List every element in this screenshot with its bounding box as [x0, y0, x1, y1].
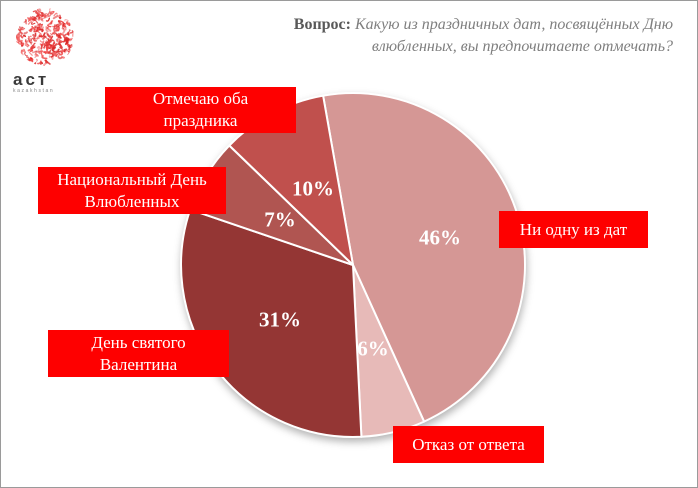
label-box-refused: Отказ от ответа: [393, 426, 544, 463]
pie-percent-label: 6%: [357, 337, 389, 362]
label-box-none-of-dates: Ни одну из дат: [499, 211, 648, 248]
label-box-national-day: Национальный День Влюбленных: [38, 167, 226, 214]
label-box-st-valentine: День святого Валентина: [48, 330, 229, 377]
survey-slide: аст kazakhstan Вопрос: Какую из празднич…: [0, 0, 698, 488]
pie-percent-label: 46%: [419, 226, 461, 251]
label-box-celebrate-both: Отмечаю оба праздника: [105, 87, 296, 133]
pie-percent-label: 31%: [259, 308, 301, 333]
pie-percent-label: 7%: [264, 208, 296, 233]
pie-percent-label: 10%: [292, 177, 334, 202]
